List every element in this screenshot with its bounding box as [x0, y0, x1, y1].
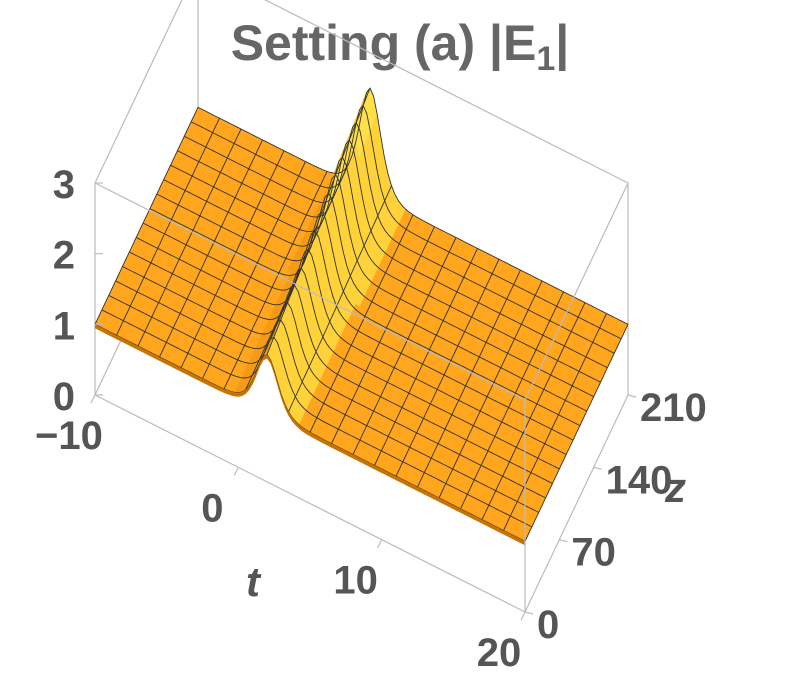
y-tick-mark: [593, 466, 602, 470]
chart-title-main: Setting (a) |E: [231, 15, 537, 72]
y-tick-mark: [524, 611, 534, 615]
chart-title: Setting (a) |E1|: [231, 15, 570, 78]
box-edge-left-top: [94, 0, 183, 184]
chart-title-end: |: [555, 15, 569, 72]
y-tick-label: 70: [571, 531, 616, 575]
x-tick-mark: [90, 394, 96, 404]
z-tick-label: 3: [53, 163, 75, 207]
box-edge-back-top: [264, 0, 629, 184]
y-tick-mark: [627, 394, 637, 398]
x-tick-mark: [233, 467, 239, 476]
y-tick-label: 0: [537, 603, 559, 647]
surface: [94, 87, 629, 546]
x-tick-label: 10: [333, 559, 378, 603]
x-tick-label: 20: [477, 631, 522, 675]
x-axis-label: t: [246, 558, 262, 605]
chart-title-subscript: 1: [536, 40, 555, 78]
y-tick-label: 140: [606, 458, 673, 502]
x-tick-label: 0: [201, 486, 223, 530]
z-tick-label: 0: [53, 375, 75, 419]
x-tick-mark: [520, 611, 526, 621]
z-tick-label: 2: [53, 234, 75, 278]
y-tick-mark: [559, 539, 568, 543]
y-tick-label: 210: [640, 386, 707, 430]
y-axis-label: z: [664, 464, 686, 511]
x-tick-label: −10: [35, 414, 103, 458]
x-tick-mark: [377, 539, 383, 548]
z-tick-label: 1: [53, 304, 75, 348]
